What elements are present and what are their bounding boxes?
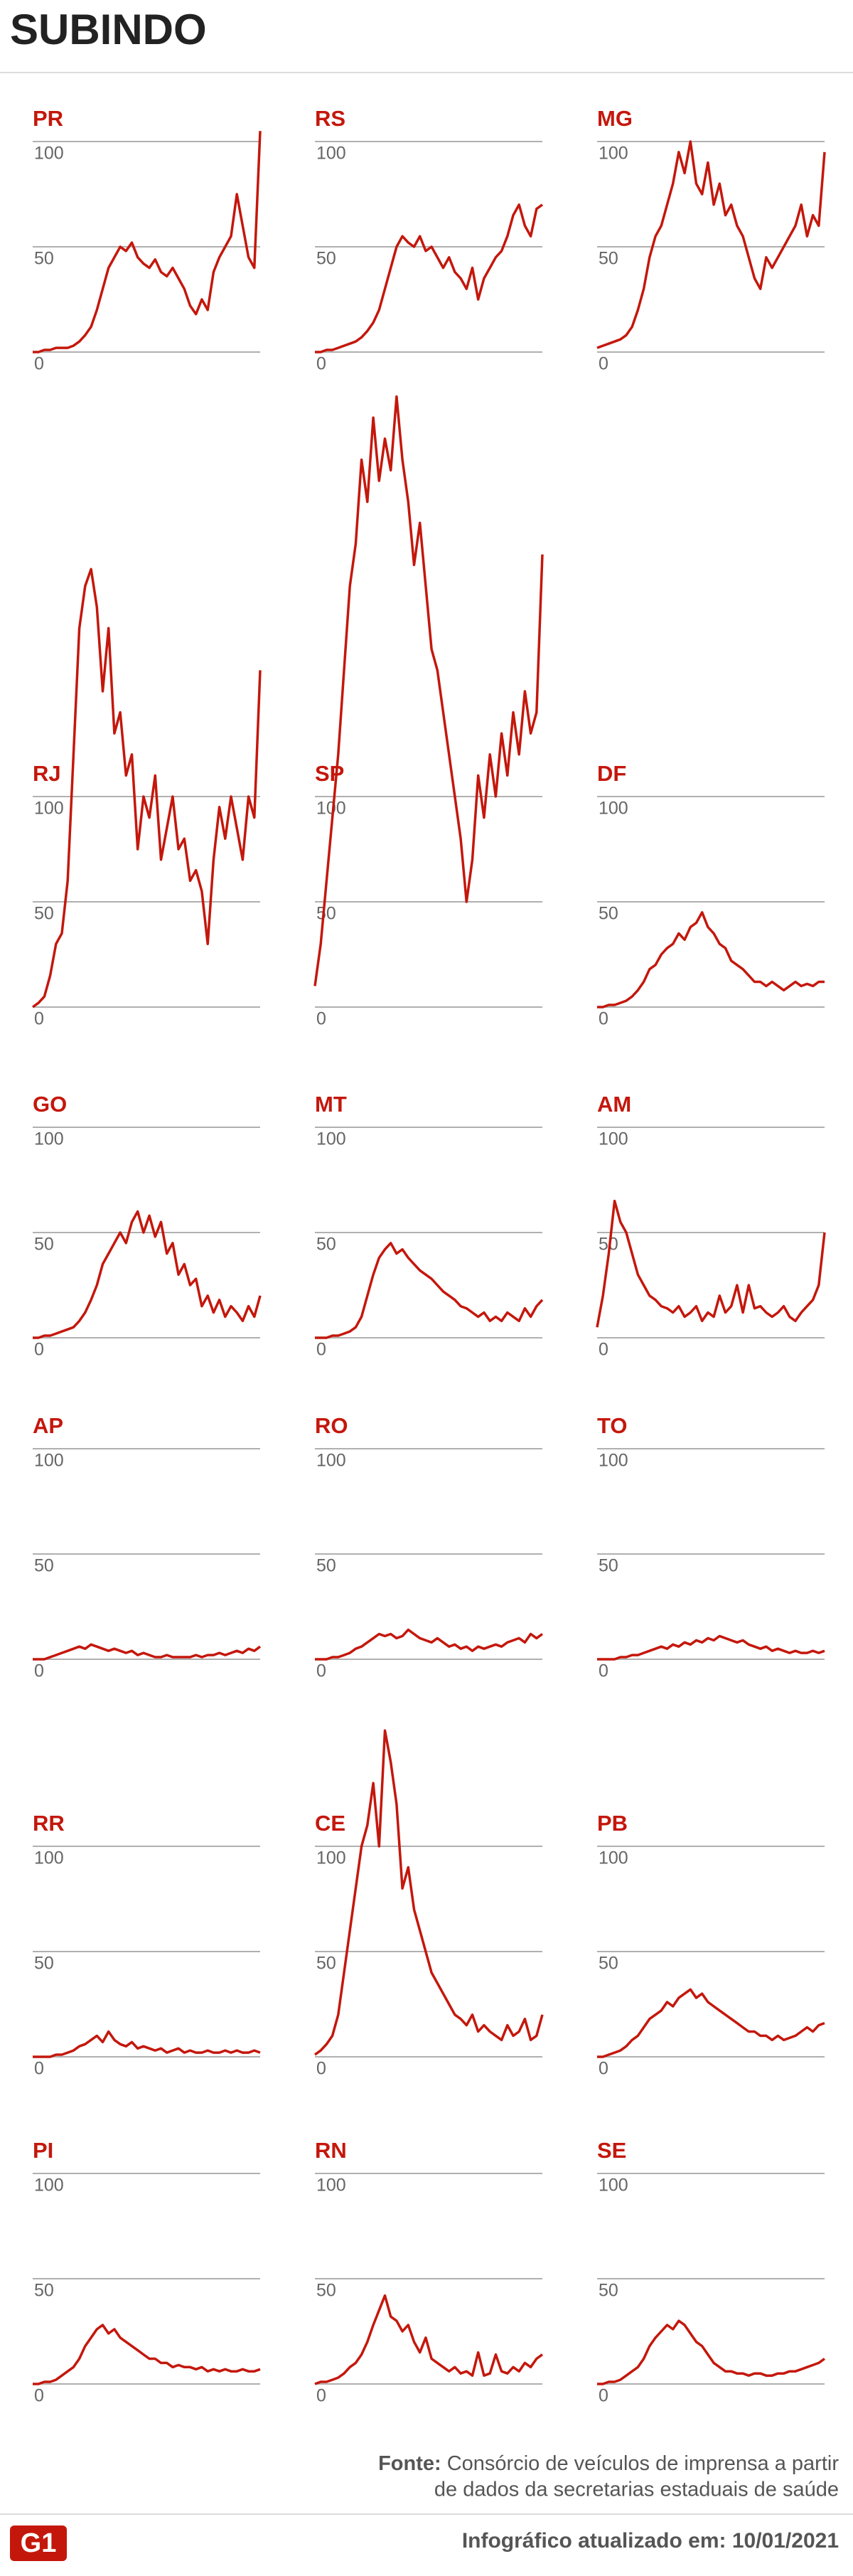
y-tick-label: 0 [316, 2059, 326, 2079]
source-label: Fonte: [378, 2452, 441, 2475]
y-tick-label: 0 [34, 2059, 44, 2079]
y-tick-label: 0 [599, 1340, 608, 1360]
y-tick-label: 0 [316, 1340, 326, 1360]
y-tick-label: 100 [316, 1848, 346, 1868]
chart-title: MG [597, 106, 633, 131]
y-tick-label: 50 [599, 1556, 618, 1576]
y-tick-label: 0 [34, 1661, 44, 1681]
chart-title: RN [315, 2138, 347, 2163]
y-tick-label: 100 [599, 1451, 628, 1471]
data-line [31, 568, 262, 1008]
y-tick-label: 50 [316, 2281, 336, 2301]
data-line [597, 1634, 825, 1661]
chart-title: PR [33, 106, 63, 131]
chart-title: DF [597, 761, 626, 786]
y-tick-label: 0 [599, 1009, 608, 1029]
y-tick-label: 100 [599, 144, 628, 164]
y-tick-label: 50 [34, 1954, 54, 1974]
chart-title: GO [33, 1092, 67, 1117]
chart-title: RR [33, 1811, 65, 1836]
y-tick-label: 0 [34, 1009, 44, 1029]
y-tick-label: 0 [34, 2386, 44, 2406]
y-tick-label: 100 [316, 2176, 346, 2196]
data-line [597, 2319, 826, 2385]
y-tick-label: 0 [316, 354, 326, 374]
data-line [33, 131, 262, 353]
y-tick-label: 50 [316, 1954, 336, 1974]
chart-title: RJ [33, 761, 61, 786]
y-tick-label: 50 [34, 904, 54, 924]
y-tick-label: 50 [34, 1235, 54, 1255]
chart-title: SE [597, 2138, 626, 2163]
y-tick-label: 100 [34, 2176, 64, 2196]
y-tick-label: 0 [599, 1661, 608, 1681]
y-tick-label: 100 [34, 1848, 64, 1868]
y-tick-label: 0 [34, 1340, 44, 1360]
y-tick-label: 0 [599, 2386, 608, 2406]
chart-title: AM [597, 1092, 631, 1117]
data-line [33, 1210, 262, 1339]
y-tick-label: 50 [34, 249, 54, 269]
y-tick-label: 50 [599, 2281, 618, 2301]
data-line [33, 2030, 261, 2058]
data-line [313, 395, 544, 986]
y-tick-label: 100 [316, 799, 346, 819]
y-tick-label: 50 [599, 1954, 618, 1974]
y-tick-label: 50 [599, 249, 618, 269]
y-tick-label: 50 [34, 1556, 54, 1576]
data-line [597, 911, 825, 1008]
y-tick-label: 50 [316, 1556, 336, 1576]
y-tick-label: 100 [316, 1129, 346, 1149]
charts: 0 50 100 PR 0 50 100 RS 0 50 100 MG 0 50 100 RJ 0 50 100 SP… [31, 106, 826, 2406]
logo-box [10, 2526, 67, 2561]
chart-title: RO [315, 1413, 348, 1438]
y-tick-label: 100 [599, 1848, 628, 1868]
y-tick-label: 0 [599, 354, 608, 374]
y-tick-label: 100 [34, 799, 64, 819]
y-tick-label: 100 [34, 1451, 64, 1471]
y-tick-label: 50 [599, 904, 618, 924]
y-tick-label: 100 [599, 2176, 628, 2196]
data-line [33, 2324, 261, 2385]
chart-title: MT [315, 1092, 347, 1117]
data-line [314, 2294, 544, 2385]
data-line [315, 1628, 544, 1661]
data-line [313, 1729, 544, 2056]
chart-title: SP [315, 761, 344, 786]
chart-title: RS [315, 106, 345, 131]
y-tick-label: 100 [599, 799, 628, 819]
chart-title: PB [597, 1811, 628, 1836]
data-line [596, 140, 826, 349]
source-text: Consórcio de veículos de imprensa a part… [447, 2452, 839, 2475]
updated: Infográfico atualizado em: 10/01/2021 [462, 2529, 839, 2553]
y-tick-label: 100 [316, 144, 346, 164]
data-line [33, 1643, 262, 1661]
y-tick-label: 50 [34, 2281, 54, 2301]
y-tick-label: 0 [599, 2059, 608, 2079]
y-tick-label: 50 [316, 904, 336, 924]
y-tick-label: 100 [316, 1451, 346, 1471]
y-tick-label: 50 [316, 249, 336, 269]
data-line [315, 203, 544, 353]
chart-title: PI [33, 2138, 53, 2163]
y-tick-label: 50 [316, 1235, 336, 1255]
y-tick-label: 100 [34, 144, 64, 164]
chart-title: CE [315, 1811, 345, 1836]
y-tick-label: 100 [599, 1129, 628, 1149]
y-tick-label: 0 [316, 1661, 326, 1681]
logo: G1 [21, 2528, 57, 2558]
chart-title: TO [597, 1413, 628, 1438]
y-tick-label: 100 [34, 1129, 64, 1149]
y-tick-label: 0 [316, 2386, 326, 2406]
data-line [596, 1199, 826, 1328]
page-title: SUBINDO [10, 6, 207, 53]
source: Fonte: Consórcio de veículos de imprensa… [378, 2452, 839, 2475]
y-tick-label: 0 [34, 354, 44, 374]
data-line [597, 1988, 825, 2058]
source-text: de dados da secretarias estaduais de saú… [434, 2479, 839, 2501]
data-line [315, 1242, 544, 1339]
y-tick-label: 0 [316, 1009, 326, 1029]
chart-title: AP [33, 1413, 63, 1438]
